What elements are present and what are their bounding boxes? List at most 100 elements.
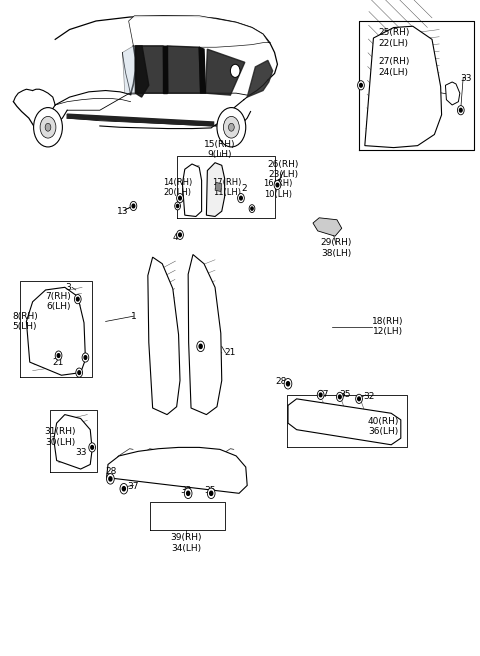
Circle shape [107,474,114,484]
Circle shape [240,196,242,200]
Polygon shape [205,49,245,95]
Circle shape [360,83,362,87]
Text: 28: 28 [275,377,287,386]
Circle shape [78,371,81,375]
Circle shape [40,117,56,138]
Text: 39(RH)
34(LH): 39(RH) 34(LH) [170,533,202,553]
Circle shape [76,297,79,301]
Circle shape [175,202,180,210]
Text: 18(RH)
12(LH): 18(RH) 12(LH) [372,317,404,337]
Circle shape [358,81,364,90]
Circle shape [84,356,87,359]
Text: 27(RH)
24(LH): 27(RH) 24(LH) [378,57,409,77]
Circle shape [55,351,62,360]
Circle shape [132,204,135,208]
Circle shape [130,201,137,211]
Text: 35: 35 [339,390,350,400]
Circle shape [284,379,292,389]
Circle shape [197,341,204,352]
Polygon shape [26,287,85,375]
Text: 26(RH)
23(LH): 26(RH) 23(LH) [267,159,299,179]
Circle shape [223,117,239,138]
Circle shape [177,230,183,239]
Circle shape [287,382,289,386]
Polygon shape [135,46,164,93]
Text: 40(RH)
36(LH): 40(RH) 36(LH) [367,417,399,436]
Circle shape [184,488,192,499]
Text: 8(RH)
5(LH): 8(RH) 5(LH) [12,312,38,331]
Text: 32: 32 [180,486,192,495]
Polygon shape [247,60,273,97]
Text: 32: 32 [363,392,374,401]
Circle shape [199,344,202,348]
Text: 35: 35 [204,486,216,495]
Text: 21: 21 [225,348,236,358]
Circle shape [57,354,60,358]
Circle shape [179,196,181,200]
Circle shape [45,123,51,131]
Text: 17(RH)
11(LH): 17(RH) 11(LH) [212,178,241,197]
Text: 1: 1 [131,312,136,321]
Text: 7(RH)
6(LH): 7(RH) 6(LH) [45,292,71,312]
Polygon shape [135,46,149,97]
Circle shape [457,106,464,115]
Text: 15(RH)
9(LH): 15(RH) 9(LH) [204,140,236,159]
Text: 37: 37 [317,390,328,400]
Circle shape [74,295,81,304]
Circle shape [217,108,246,147]
Text: 31(RH)
30(LH): 31(RH) 30(LH) [44,427,76,447]
Circle shape [338,395,341,399]
Polygon shape [313,218,342,236]
Polygon shape [445,82,460,105]
Circle shape [91,445,94,449]
Polygon shape [163,46,167,93]
Text: 21: 21 [52,358,63,367]
Circle shape [358,397,360,401]
Circle shape [179,233,181,237]
Polygon shape [167,46,201,93]
Circle shape [120,483,128,494]
Polygon shape [129,16,270,47]
Circle shape [238,194,244,203]
Polygon shape [67,114,214,126]
Text: 33: 33 [460,74,471,83]
Circle shape [109,477,112,481]
Text: 29(RH)
38(LH): 29(RH) 38(LH) [320,238,352,258]
Circle shape [89,443,96,452]
Polygon shape [215,182,222,192]
Text: 33: 33 [75,448,86,457]
Circle shape [207,488,215,499]
Polygon shape [148,257,180,415]
Text: 13: 13 [117,207,128,216]
Polygon shape [188,255,222,415]
Polygon shape [365,26,442,148]
Polygon shape [107,447,247,493]
Text: 2: 2 [241,184,247,194]
Circle shape [319,393,322,397]
Polygon shape [288,399,401,445]
Text: 25(RH)
22(LH): 25(RH) 22(LH) [378,28,409,48]
Circle shape [82,353,89,362]
Circle shape [336,392,343,401]
Text: 14(RH)
20(LH): 14(RH) 20(LH) [163,178,192,197]
Circle shape [210,491,213,495]
Circle shape [459,108,462,112]
Circle shape [122,487,125,491]
Polygon shape [182,164,202,216]
Circle shape [228,123,234,131]
Text: 37: 37 [128,482,139,491]
Circle shape [177,205,179,207]
Circle shape [276,183,279,187]
Circle shape [187,491,190,495]
Text: 28: 28 [106,466,117,476]
Polygon shape [199,47,205,93]
Polygon shape [54,415,92,469]
Circle shape [274,180,281,190]
Circle shape [34,108,62,147]
Circle shape [76,368,83,377]
Circle shape [230,64,240,77]
Circle shape [249,205,255,213]
Polygon shape [206,163,225,216]
Text: 16(RH)
10(LH): 16(RH) 10(LH) [263,179,292,199]
Text: 4: 4 [172,233,178,242]
